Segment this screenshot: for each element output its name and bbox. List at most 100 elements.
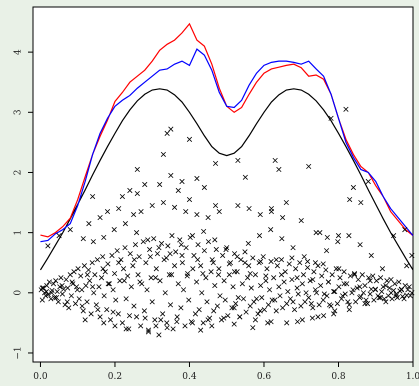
data-point <box>302 299 308 305</box>
data-point <box>252 272 258 278</box>
data-point <box>177 237 183 243</box>
data-point <box>140 239 146 245</box>
data-point <box>313 290 320 296</box>
data-point <box>168 126 174 132</box>
data-point <box>67 272 73 278</box>
data-point <box>200 270 206 277</box>
data-point <box>93 302 99 308</box>
data-point <box>67 227 73 233</box>
y-tick-label: 1 <box>14 230 24 236</box>
data-point <box>165 243 171 249</box>
data-point <box>223 246 229 253</box>
data-point <box>120 266 127 272</box>
data-point <box>388 276 394 283</box>
data-point <box>118 257 124 263</box>
data-point <box>299 281 305 287</box>
data-point <box>226 261 232 267</box>
data-point <box>263 273 269 279</box>
data-point <box>111 227 117 233</box>
data-point <box>116 205 122 212</box>
data-point <box>231 269 238 275</box>
data-point <box>55 299 61 305</box>
data-point <box>208 269 214 275</box>
data-point <box>295 291 301 297</box>
data-point <box>212 160 219 167</box>
data-point <box>209 257 215 263</box>
data-point <box>393 293 399 299</box>
data-point <box>127 251 133 257</box>
data-point <box>379 266 386 272</box>
data-point <box>367 291 373 297</box>
data-point <box>276 166 282 173</box>
data-point <box>79 287 85 293</box>
data-point <box>213 246 219 253</box>
data-point <box>304 258 311 265</box>
data-point <box>148 275 154 281</box>
data-point <box>195 242 201 248</box>
data-point <box>101 293 107 299</box>
data-point <box>404 263 410 269</box>
data-point <box>225 313 231 319</box>
data-point <box>318 282 324 289</box>
data-point <box>136 254 142 260</box>
data-point <box>402 227 408 233</box>
data-point <box>317 230 323 236</box>
data-point <box>264 266 270 272</box>
data-point <box>80 236 86 242</box>
data-point <box>83 282 89 289</box>
data-point <box>243 309 249 315</box>
data-point <box>298 218 304 224</box>
data-point <box>46 279 52 285</box>
data-point <box>346 233 352 239</box>
data-point <box>357 284 363 290</box>
data-point <box>240 296 247 302</box>
data-point <box>226 272 232 278</box>
data-point <box>323 248 330 254</box>
data-point <box>311 269 317 275</box>
data-point <box>92 272 98 278</box>
data-point <box>52 295 58 301</box>
data-point <box>335 239 341 245</box>
data-point <box>278 257 285 263</box>
data-point <box>91 290 97 296</box>
data-point <box>137 279 143 285</box>
data-point <box>306 163 312 170</box>
data-point <box>271 275 277 281</box>
data-point <box>222 297 228 303</box>
data-point <box>160 311 166 317</box>
data-point <box>186 196 193 203</box>
data-point <box>104 307 110 313</box>
data-point <box>210 260 216 266</box>
data-point <box>336 284 342 290</box>
data-point <box>90 193 96 200</box>
data-point <box>131 211 137 218</box>
data-point <box>268 258 274 265</box>
data-point <box>164 325 170 331</box>
x-axis: 0.0 0.2 0.4 0.6 0.8 1.0 <box>33 361 419 382</box>
data-point <box>360 290 367 296</box>
data-point <box>229 305 235 311</box>
data-point <box>386 285 393 291</box>
data-point <box>221 278 227 284</box>
data-point <box>164 130 170 136</box>
data-point <box>309 315 315 321</box>
data-point <box>170 326 176 332</box>
plot-area <box>32 6 414 363</box>
data-point <box>372 286 378 292</box>
data-point <box>119 320 125 326</box>
data-point <box>97 215 103 221</box>
data-point <box>246 205 252 212</box>
data-point <box>151 236 157 242</box>
y-tick-label: −1 <box>14 346 24 359</box>
data-point <box>310 305 316 311</box>
data-point <box>160 199 166 206</box>
data-point <box>133 230 140 236</box>
data-point <box>173 249 179 255</box>
data-point <box>114 248 120 254</box>
data-point <box>276 284 282 290</box>
data-point <box>253 296 260 302</box>
data-point <box>378 275 384 281</box>
data-point <box>156 332 162 338</box>
data-point <box>132 242 139 248</box>
data-point <box>250 255 256 261</box>
